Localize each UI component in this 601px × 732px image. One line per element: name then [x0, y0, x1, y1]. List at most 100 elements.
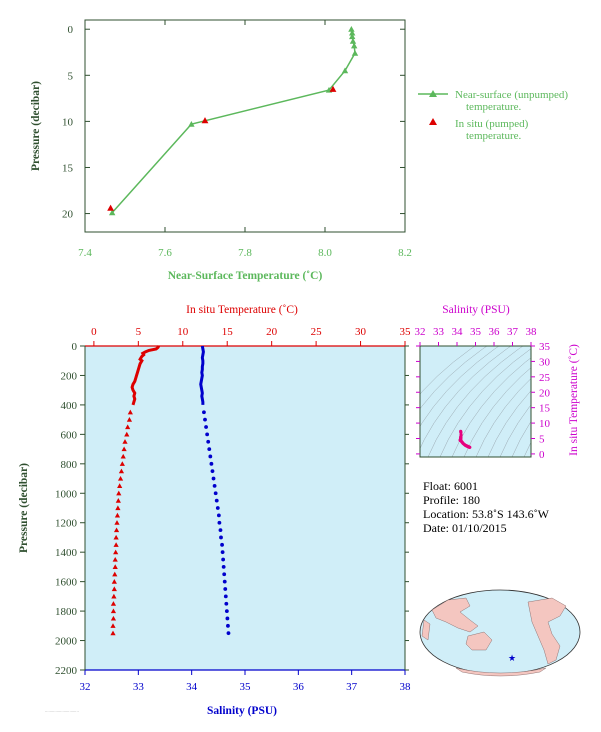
- salinity-point: [224, 601, 229, 606]
- profile-bottom-axis-title: Salinity (PSU): [207, 705, 277, 717]
- near-surface-point: [349, 38, 357, 44]
- profile-top-tick-label: 15: [222, 326, 234, 338]
- ts-point: [468, 445, 472, 449]
- salinity-point: [214, 498, 219, 503]
- profile-plot-background: [85, 346, 405, 670]
- near-surface-y-tick-label: 15: [62, 162, 74, 174]
- temperature-point: [127, 409, 133, 415]
- temperature-point: [110, 608, 117, 614]
- float-location-marker: ★: [508, 653, 516, 663]
- salinity-point: [218, 528, 223, 532]
- temperature-point: [113, 527, 120, 533]
- temperature-point: [111, 593, 117, 599]
- profile-y-tick-label: 400: [61, 400, 78, 412]
- near-surface-x-tick-label: 8.0: [318, 247, 332, 259]
- salinity-point: [215, 506, 220, 510]
- salinity-point: [210, 469, 215, 474]
- profile-y-tick-label: 800: [61, 459, 78, 471]
- salinity-point: [226, 623, 230, 628]
- map-land-antarctica: [455, 667, 547, 677]
- profile-bottom-tick-label: 36: [293, 681, 305, 693]
- salinity-point: [224, 609, 229, 613]
- ts-y-tick-label: 35: [539, 341, 551, 353]
- profile-small-footnote: ·····························: [45, 710, 79, 714]
- temperature-point: [124, 431, 130, 437]
- salinity-point: [216, 513, 221, 518]
- date: Date: 01/10/2015: [423, 521, 507, 535]
- profile-y-tick-label: 2200: [55, 665, 78, 677]
- near-surface-y-axis-title: Pressure (decibar): [30, 81, 42, 171]
- salinity-point: [226, 631, 231, 636]
- salinity-upper-line: [199, 345, 205, 405]
- near-surface-point: [109, 209, 116, 216]
- salinity-point: [222, 579, 227, 584]
- profile-top-tick-label: 35: [400, 326, 412, 338]
- ts-plot-background: [420, 346, 531, 457]
- location: Location: 53.8˚S 143.6˚W: [423, 507, 550, 521]
- legend-label-near-surface: Near-surface (unpumped): [455, 89, 568, 101]
- temperature-point: [114, 520, 120, 525]
- isopycnal-line: [475, 378, 531, 457]
- profile-top-tick-label: 25: [311, 326, 323, 338]
- temperature-point: [117, 483, 123, 488]
- map-land-africa-edge: [421, 619, 431, 641]
- temperature-point: [116, 490, 122, 496]
- temperature-point: [110, 615, 117, 621]
- ts-point: [459, 430, 463, 434]
- near-surface-chart: 7.4 7.6 7.8 8.0 8.2 0 5 10 15 20 Near-Surface Te…: [30, 19, 568, 282]
- temperature-point: [110, 623, 116, 628]
- near-surface-x-tick-label: 7.6: [158, 247, 172, 259]
- profile-bottom-tick-label: 35: [240, 681, 252, 693]
- in-situ-point: [201, 117, 209, 124]
- temperature-point: [126, 417, 133, 422]
- temperature-point: [110, 630, 116, 636]
- salinity-point: [219, 535, 223, 540]
- profile-bottom-tick-label: 32: [80, 681, 91, 693]
- ts-top-tick-label: 33: [433, 326, 445, 338]
- salinity-point: [213, 491, 218, 496]
- map-land-asia: [431, 597, 479, 633]
- temperature-point: [112, 571, 118, 577]
- salinity-point: [212, 484, 217, 488]
- ts-y-tick-label: 10: [539, 418, 551, 430]
- salinity-point: [221, 565, 226, 569]
- temperature-point: [115, 505, 121, 511]
- ts-top-tick-label: 37: [507, 326, 519, 338]
- salinity-point: [207, 447, 212, 451]
- profile-y-tick-label: 1000: [55, 488, 78, 500]
- temperature-point: [122, 439, 128, 444]
- near-surface-x-tick-label: 7.8: [238, 247, 252, 259]
- temperature-point: [115, 498, 121, 503]
- near-surface-point: [351, 42, 358, 49]
- near-surface-x-tick-label: 7.4: [78, 247, 92, 259]
- salinity-point: [217, 520, 222, 525]
- temperature-point: [113, 549, 119, 555]
- profile-y-tick-label: 1400: [55, 547, 78, 559]
- legend-label-near-surface-cont: temperature.: [466, 101, 522, 113]
- float-id: Float: 6001: [423, 479, 478, 493]
- salinity-point: [209, 461, 214, 466]
- legend-marker-near-surface: [429, 90, 437, 97]
- salinity-point: [223, 594, 228, 599]
- profile-y-tick-label: 1800: [55, 606, 78, 618]
- profile-top-tick-label: 0: [91, 326, 97, 338]
- temperature-point: [111, 586, 117, 592]
- near-surface-y-tick-label: 0: [68, 24, 74, 36]
- near-surface-point: [341, 67, 349, 74]
- ts-y-tick-label: 30: [539, 356, 551, 368]
- temperature-point: [112, 556, 118, 562]
- salinity-point: [204, 425, 208, 429]
- map-land-australia: [465, 631, 493, 651]
- temperature-point: [113, 542, 119, 547]
- temperature-point: [111, 579, 117, 584]
- profile-top-axis-title: In situ Temperature (˚C): [186, 304, 298, 316]
- temperature-point: [125, 424, 131, 430]
- ts-top-axis-title: Salinity (PSU): [442, 304, 510, 316]
- legend-marker-in-situ: [429, 118, 437, 125]
- ts-y-tick-label: 5: [539, 434, 545, 446]
- salinity-point: [203, 417, 207, 422]
- temperature-point: [113, 534, 119, 540]
- ts-y-tick-label: 15: [539, 403, 551, 415]
- temperature-point: [112, 564, 118, 569]
